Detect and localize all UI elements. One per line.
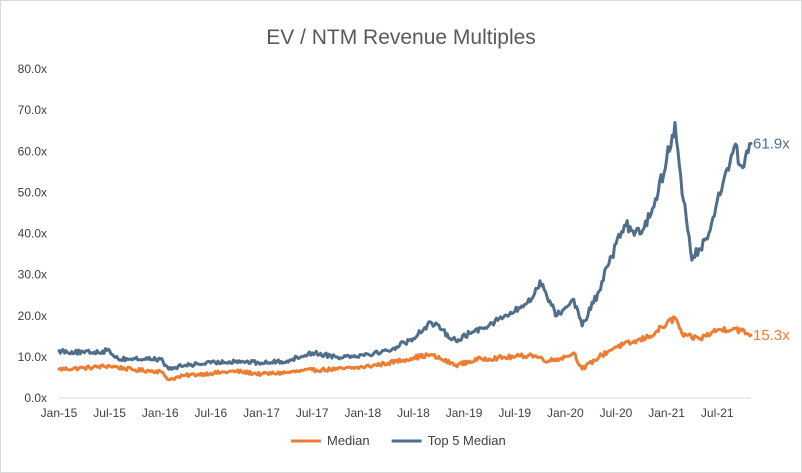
y-tick-label: 70.0x bbox=[18, 103, 47, 117]
x-tick-label: Jan-19 bbox=[446, 406, 483, 420]
legend: Median Top 5 Median bbox=[291, 433, 506, 448]
x-tick-label: Jul-19 bbox=[498, 406, 531, 420]
x-tick-label: Jul-16 bbox=[195, 406, 228, 420]
x-tick-label: Jan-15 bbox=[41, 406, 78, 420]
y-tick-label: 40.0x bbox=[18, 227, 47, 241]
chart-title: EV / NTM Revenue Multiples bbox=[266, 26, 536, 49]
x-tick-label: Jul-17 bbox=[296, 406, 329, 420]
series-end-label: 15.3x bbox=[753, 327, 790, 344]
legend-label: Median bbox=[327, 433, 370, 448]
x-tick-label: Jan-16 bbox=[142, 406, 179, 420]
x-tick-label: Jul-20 bbox=[600, 406, 633, 420]
y-tick-label: 50.0x bbox=[18, 185, 47, 199]
x-tick-label: Jan-21 bbox=[648, 406, 685, 420]
y-tick-label: 30.0x bbox=[18, 268, 47, 282]
x-tick-label: Jul-21 bbox=[701, 406, 734, 420]
x-tick-label: Jan-20 bbox=[547, 406, 584, 420]
series-line bbox=[57, 315, 753, 382]
series-lines bbox=[57, 121, 753, 382]
x-tick-labels: Jan-15 Jul-15 Jan-16 Jul-16 Jan-17 Jul-17 Jan-… bbox=[41, 406, 734, 420]
x-tick-label: Jul-15 bbox=[93, 406, 126, 420]
x-tick-label: Jan-18 bbox=[344, 406, 381, 420]
series-line bbox=[57, 121, 753, 371]
x-tick-label: Jan-17 bbox=[243, 406, 280, 420]
legend-label: Top 5 Median bbox=[428, 433, 506, 448]
x-tick-label: Jul-18 bbox=[397, 406, 430, 420]
end-labels: 15.3x 61.9x bbox=[753, 135, 790, 344]
y-tick-label: 80.0x bbox=[18, 62, 47, 76]
y-tick-labels: 0.0x 10.0x 20.0x 30.0x 40.0x 50.0x 60.0x 70.0x 8… bbox=[18, 62, 47, 405]
y-tick-label: 0.0x bbox=[24, 391, 47, 405]
series-end-label: 61.9x bbox=[753, 135, 790, 152]
y-tick-label: 60.0x bbox=[18, 144, 47, 158]
y-tick-label: 20.0x bbox=[18, 309, 47, 323]
y-tick-label: 10.0x bbox=[18, 350, 47, 364]
